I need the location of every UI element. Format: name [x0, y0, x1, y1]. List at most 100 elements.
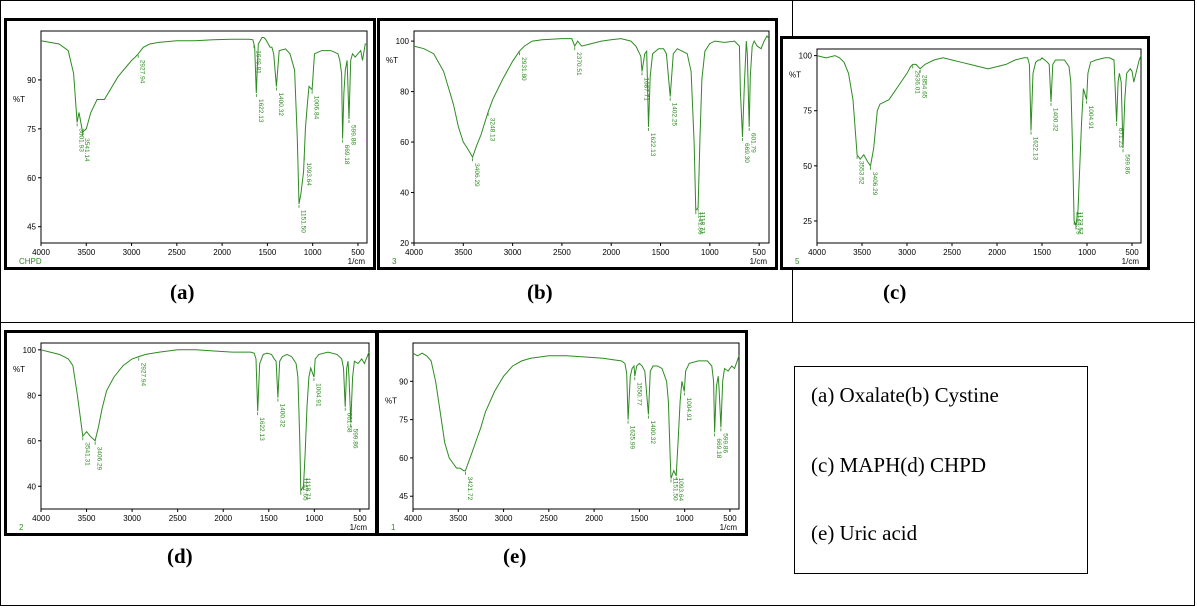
peak-label: 669.30: [743, 143, 750, 163]
spectrum-svg-c: 4000 3500 3000 2500 2000 1500 1000 500 25 50 75 100…: [789, 48, 1142, 266]
x-tick-label: 1500: [630, 514, 648, 523]
x-tick-label: 2500: [553, 248, 571, 257]
y-tick-label: 20: [400, 239, 409, 248]
peak-label: 3406.29: [871, 172, 878, 196]
peak-label: 1400.32: [277, 92, 284, 116]
caption-c: (c): [883, 280, 907, 304]
peak-label: 1687.71: [642, 77, 649, 101]
peak-label: 1649.81: [254, 50, 261, 74]
peak-label: 1151.50: [671, 478, 678, 501]
peak-label: 3248.13: [489, 118, 496, 142]
peak-label: 3601.93: [78, 128, 85, 152]
plot-area: [40, 30, 368, 244]
x-tick-label: 3500: [454, 248, 472, 257]
x-axis-label: 1/cm: [348, 257, 366, 266]
x-tick-label: 3000: [123, 514, 141, 523]
peak-label: 1622.13: [257, 99, 264, 123]
x-tick-label: 3500: [77, 248, 95, 257]
caption-e: (e): [503, 544, 527, 568]
x-tick-label: 3000: [495, 514, 513, 523]
peak-label: 1118.71: [699, 212, 706, 235]
x-tick-label: 4000: [404, 514, 422, 523]
x-tick-label: 3000: [898, 248, 916, 257]
peak-label: 2927.94: [139, 363, 146, 387]
peak-label: 669.18: [343, 145, 350, 165]
y-tick-label: 45: [399, 492, 408, 501]
peak-label: 1622.13: [1032, 137, 1039, 161]
spectrum-svg-b: 4000 3500 3000 2500 2000 1500 1000 500 20 40 60 80 1…: [386, 30, 770, 266]
peak-label: 599.86: [721, 433, 728, 453]
x-axis-label: 1/cm: [1122, 257, 1140, 266]
x-tick-label: 3500: [853, 248, 871, 257]
x-tick-label: 500: [351, 248, 365, 257]
y-tick-label: 90: [399, 377, 408, 386]
spectrum-trace: [412, 352, 740, 479]
x-tick-label: 3000: [123, 248, 141, 257]
x-tick-label: 2000: [214, 514, 232, 523]
x-tick-label: 3500: [78, 514, 96, 523]
y-tick-label: 100: [799, 52, 813, 61]
peak-label: 1400.32: [278, 404, 285, 428]
x-tick-label: 500: [752, 248, 766, 257]
peak-label: 1122.57: [1076, 212, 1083, 235]
y-tick-label: 90: [27, 76, 36, 85]
x-tick-label: 2000: [585, 514, 603, 523]
x-tick-label: 2500: [540, 514, 558, 523]
spectrum-panel-e: 4000 3500 3000 2500 2000 1500 1000 500 45 60 75 90%…: [376, 330, 748, 536]
plot-area: [413, 30, 770, 244]
x-tick-label: 2000: [602, 248, 620, 257]
spectrum-svg-e: 4000 3500 3000 2500 2000 1500 1000 500 45 60 75 90%…: [385, 342, 740, 532]
plot-area: [816, 48, 1142, 244]
peak-label: 3421.72: [466, 477, 473, 501]
x-tick-label: 2500: [943, 248, 961, 257]
x-tick-label: 2000: [213, 248, 231, 257]
y-axis-label: %T: [789, 71, 801, 80]
y-tick-label: 60: [399, 454, 408, 463]
x-tick-label: 1000: [676, 514, 694, 523]
legend-line-2: (c) MAPH(d) CHPD: [811, 453, 986, 477]
peak-label: 1622.13: [649, 133, 656, 157]
sample-id: CHPD: [19, 257, 42, 266]
x-tick-label: 1500: [652, 248, 670, 257]
legend-line-3: (e) Uric acid: [811, 521, 918, 545]
peak-label: 1143.79: [1075, 212, 1082, 235]
peak-label: 1141.86: [696, 212, 703, 235]
peak-label: 3541.31: [83, 442, 90, 466]
row-divider: [0, 322, 1195, 323]
peak-label: 3406.29: [473, 163, 480, 187]
x-axis-label: 1/cm: [350, 523, 368, 532]
y-tick-label: 25: [803, 217, 812, 226]
x-axis-label: 1/cm: [750, 257, 768, 266]
y-axis-label: %T: [386, 56, 398, 65]
spectrum-trace: [40, 349, 370, 493]
y-tick-label: 60: [27, 174, 36, 183]
y-tick-label: 40: [400, 189, 409, 198]
sample-id: 3: [392, 257, 397, 266]
peak-label: 1004.91: [314, 383, 321, 407]
x-tick-label: 1500: [258, 248, 276, 257]
x-tick-label: 500: [1125, 248, 1139, 257]
y-axis-label: %T: [13, 95, 25, 104]
x-tick-label: 4000: [808, 248, 826, 257]
x-tick-label: 3000: [504, 248, 522, 257]
y-tick-label: 80: [400, 88, 409, 97]
peak-label: 1006.84: [313, 96, 320, 120]
peak-label: 1400.32: [1052, 108, 1059, 132]
peak-label: 601.79: [750, 133, 757, 153]
y-tick-label: 100: [23, 346, 37, 355]
x-tick-label: 4000: [32, 248, 50, 257]
peak-label: 1004.91: [685, 398, 692, 422]
peak-label: 2936.01: [913, 70, 920, 94]
peak-label: 599.86: [1124, 154, 1131, 174]
y-tick-label: 75: [803, 107, 812, 116]
peak-label: 1004.91: [1087, 106, 1094, 130]
peak-label: 1151.50: [299, 210, 306, 233]
peak-label: 669.18: [715, 438, 722, 458]
legend-box: (a) Oxalate(b) Cystine (c) MAPH(d) CHPD …: [794, 366, 1088, 574]
peak-label: 671.23: [1117, 128, 1124, 148]
sample-id: 2: [19, 523, 24, 532]
y-axis-label: %T: [385, 396, 397, 405]
spectrum-trace: [816, 55, 1142, 228]
spectrum-svg-d: 4000 3500 3000 2500 2000 1500 1000 500 40 60 80 100…: [13, 342, 370, 532]
